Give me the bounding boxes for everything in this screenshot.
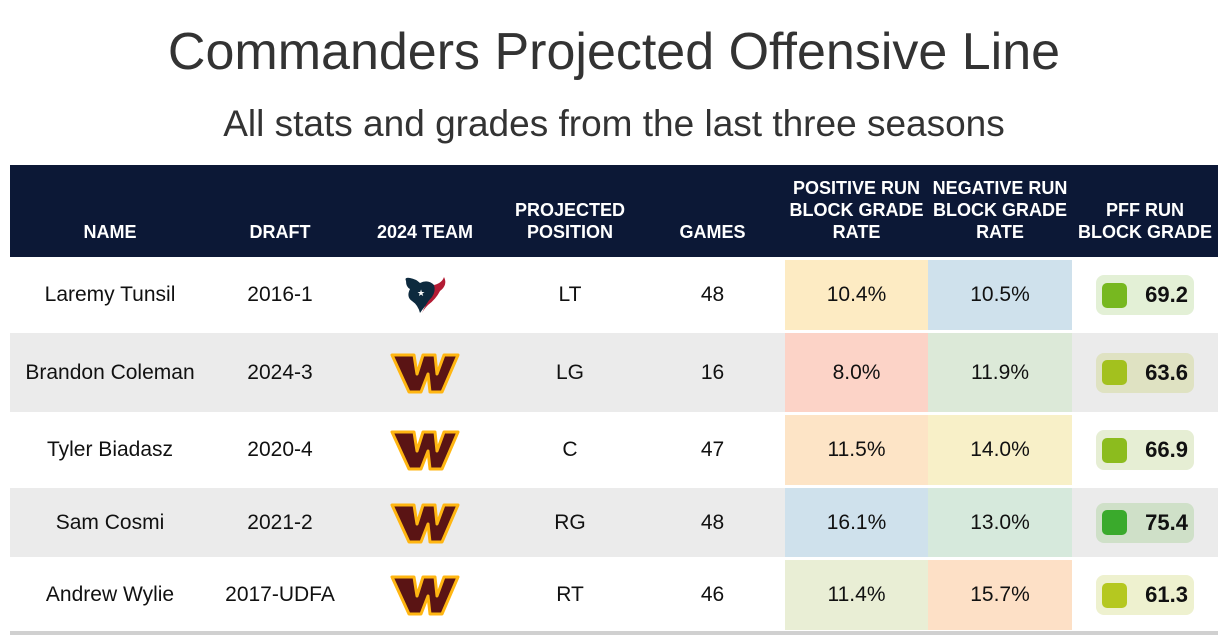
draft: 2016-1 [247,283,313,306]
pff-grade-cell: 75.4 [1072,488,1218,557]
grade-badge: 63.6 [1096,352,1194,393]
games: 48 [700,283,725,306]
negative-rate: 11.9% [928,333,1072,412]
grade-color-icon [1102,282,1127,308]
player-name: Brandon Coleman [25,360,195,384]
header-positive-rate: POSITIVE RUN BLOCK GRADE RATE [789,178,924,242]
player-name: Laremy Tunsil [44,283,176,306]
header-position: PROJECTED POSITION [514,200,626,242]
position: LG [555,360,584,384]
positive-rate: 10.4% [785,260,928,330]
games: 47 [700,438,725,461]
pff-grade-cell: 63.6 [1072,333,1218,412]
positive-rate: 8.0% [785,333,928,412]
header-negative-rate: NEGATIVE RUN BLOCK GRADE RATE [932,178,1068,242]
games: 16 [700,360,725,384]
texans-logo-icon: ★ [350,260,500,330]
table-row: Sam Cosmi 2021-2 RG 48 16.1% 13.0% 75.4 [10,488,1218,557]
table-row: Brandon Coleman 2024-3 LG 16 8.0% 11.9% … [10,333,1218,412]
header-draft: DRAFT [249,222,311,242]
commanders-logo-icon [350,488,500,557]
grade-value: 61.3 [1145,582,1188,607]
draft: 2020-4 [247,438,313,461]
grade-badge: 69.2 [1096,275,1194,315]
page-title: Commanders Projected Offensive Line [167,23,1061,81]
grade-color-icon [1102,510,1127,535]
positive-rate: 11.4% [785,560,928,630]
position: C [562,438,578,461]
header-pff-grade: PFF RUN BLOCK GRADE [1078,200,1212,242]
grade-value: 69.2 [1145,282,1188,307]
position: LT [558,283,582,306]
grade-color-icon [1102,437,1127,463]
positive-rate: 16.1% [785,488,928,557]
draft: 2021-2 [247,510,313,534]
table-row: Laremy Tunsil 2016-1 ★ LT 48 10.4% 10.5%… [10,260,1218,330]
grade-badge: 61.3 [1096,575,1194,615]
position: RT [556,583,584,606]
negative-rate: 10.5% [928,260,1072,330]
svg-text:★: ★ [417,288,425,298]
grade-badge: 66.9 [1096,430,1194,470]
page-subtitle: All stats and grades from the last three… [223,103,1005,144]
position: RG [554,510,586,534]
grade-value: 75.4 [1145,509,1188,535]
commanders-logo-icon [350,333,500,412]
table-header: NAME DRAFT 2024 TEAM PROJECTED POSITION … [10,165,1218,257]
grade-value: 66.9 [1145,437,1188,462]
table-row: Tyler Biadasz 2020-4 C 47 11.5% 14.0% 66… [10,415,1218,485]
draft: 2024-3 [247,360,313,384]
games: 48 [700,510,725,534]
table-bottom-border [10,631,1218,635]
header-name: NAME [83,222,137,242]
negative-rate: 15.7% [928,560,1072,630]
games: 46 [700,583,725,606]
player-name: Tyler Biadasz [46,438,174,461]
pff-grade-cell: 61.3 [1072,560,1218,630]
grade-value: 63.6 [1145,359,1188,385]
grade-badge: 75.4 [1096,502,1194,543]
commanders-logo-icon [350,415,500,485]
player-name: Sam Cosmi [55,510,165,534]
header-games: GAMES [679,222,746,242]
pff-grade-cell: 66.9 [1072,415,1218,485]
pff-grade-cell: 69.2 [1072,260,1218,330]
negative-rate: 13.0% [928,488,1072,557]
table-row: Andrew Wylie 2017-UDFA RT 46 11.4% 15.7%… [10,560,1218,630]
offensive-line-table: NAME DRAFT 2024 TEAM PROJECTED POSITION … [10,165,1218,630]
negative-rate: 14.0% [928,415,1072,485]
commanders-logo-icon [350,560,500,630]
grade-color-icon [1102,582,1127,608]
header-team: 2024 TEAM [376,222,474,242]
grade-color-icon [1102,360,1127,385]
positive-rate: 11.5% [785,415,928,485]
player-name: Andrew Wylie [45,583,175,606]
draft: 2017-UDFA [225,583,335,606]
